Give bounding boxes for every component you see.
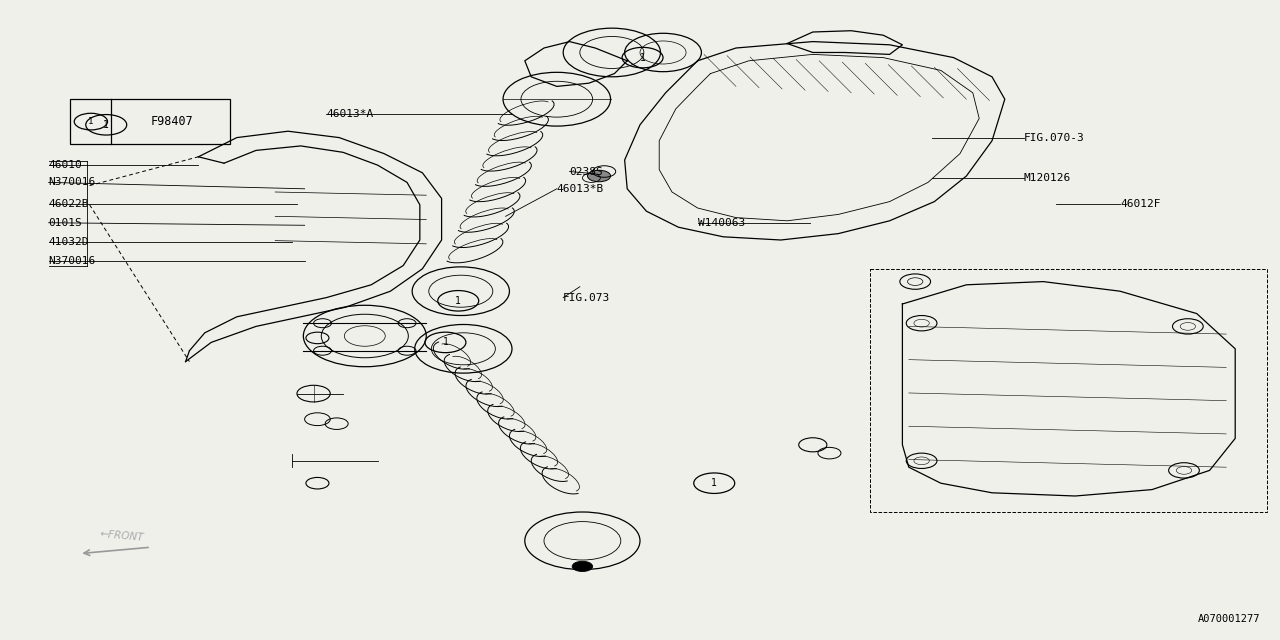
Text: M120126: M120126 xyxy=(1024,173,1071,183)
Text: 1: 1 xyxy=(640,52,645,63)
Text: 46010: 46010 xyxy=(49,160,82,170)
Text: 1: 1 xyxy=(88,117,93,126)
Text: 0101S: 0101S xyxy=(49,218,82,228)
Circle shape xyxy=(588,170,611,182)
Text: 1: 1 xyxy=(104,120,109,130)
Text: ←FRONT: ←FRONT xyxy=(99,529,145,543)
Text: N370016: N370016 xyxy=(49,256,96,266)
Text: N370016: N370016 xyxy=(49,177,96,188)
Text: A070001277: A070001277 xyxy=(1198,614,1261,624)
Text: 46022B: 46022B xyxy=(49,198,90,209)
Text: 1: 1 xyxy=(456,296,461,306)
Text: FIG.073: FIG.073 xyxy=(563,292,611,303)
Text: 46012F: 46012F xyxy=(1120,198,1161,209)
Text: 46013*B: 46013*B xyxy=(557,184,604,194)
Text: W140063: W140063 xyxy=(698,218,745,228)
Text: 1: 1 xyxy=(712,478,717,488)
Text: 1: 1 xyxy=(443,337,448,348)
Text: F98407: F98407 xyxy=(150,115,193,128)
Text: 0238S: 0238S xyxy=(570,166,603,177)
Text: 46013*A: 46013*A xyxy=(326,109,374,119)
Circle shape xyxy=(572,561,593,572)
Text: FIG.070-3: FIG.070-3 xyxy=(1024,132,1084,143)
Text: 41032D: 41032D xyxy=(49,237,90,247)
